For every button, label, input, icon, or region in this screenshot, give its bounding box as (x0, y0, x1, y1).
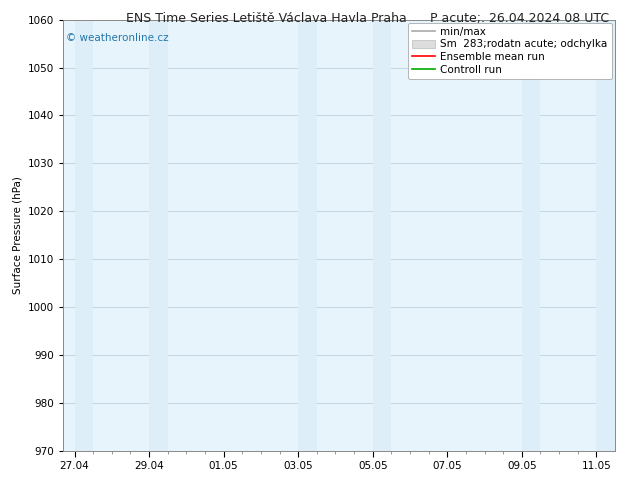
Text: ENS Time Series Letiště Václava Havla Praha: ENS Time Series Letiště Václava Havla Pr… (126, 12, 406, 25)
Y-axis label: Surface Pressure (hPa): Surface Pressure (hPa) (13, 176, 23, 294)
Bar (373, 20, 391, 451)
Bar (298, 20, 317, 451)
Bar (149, 20, 168, 451)
Bar (75, 20, 93, 451)
Bar (522, 20, 540, 451)
Legend: min/max, Sm  283;rodatn acute; odchylka, Ensemble mean run, Controll run: min/max, Sm 283;rodatn acute; odchylka, … (408, 23, 612, 79)
Bar (597, 20, 615, 451)
Text: P acute;. 26.04.2024 08 UTC: P acute;. 26.04.2024 08 UTC (430, 12, 609, 25)
Text: © weatheronline.cz: © weatheronline.cz (66, 32, 169, 43)
